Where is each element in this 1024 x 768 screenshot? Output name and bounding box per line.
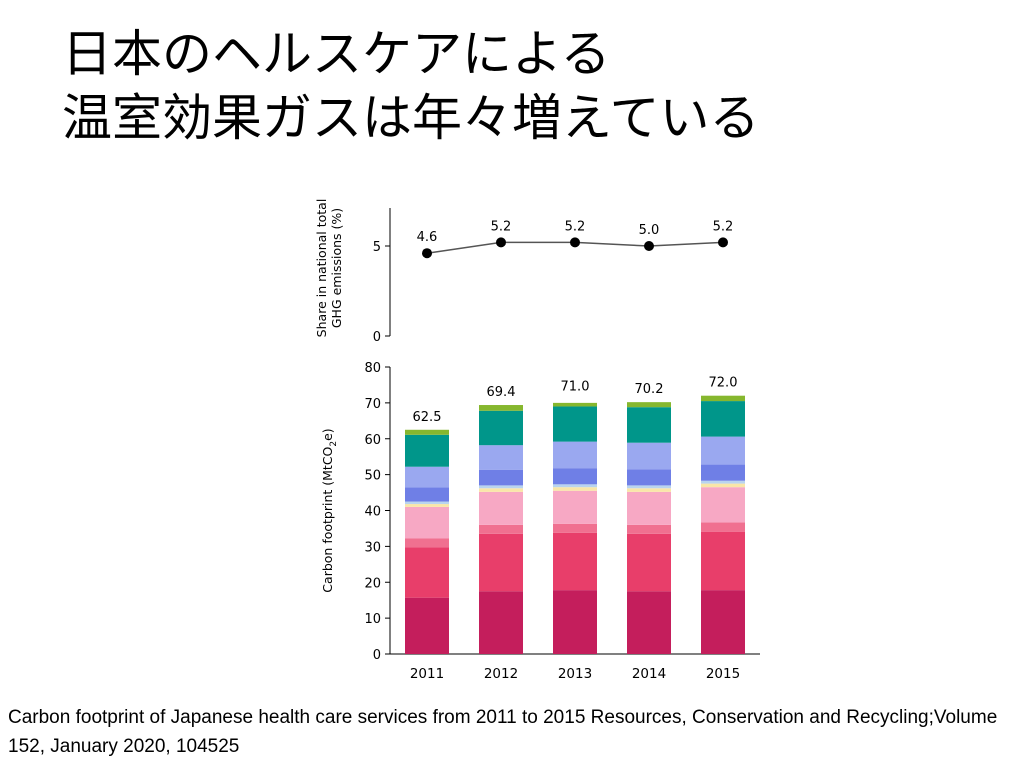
line-point-2012 bbox=[496, 237, 506, 248]
bar-segment-2015-10 bbox=[701, 395, 745, 402]
bar-total-label-2011: 62.5 bbox=[413, 410, 442, 425]
bar-segment-2015-4 bbox=[701, 487, 745, 523]
bar-chart-y-tick-label: 50 bbox=[364, 469, 381, 484]
bar-chart-y-label-part: e) bbox=[320, 428, 335, 441]
bar-total-label-2014: 70.2 bbox=[635, 382, 664, 397]
line-chart-y-tick-label: 0 bbox=[373, 330, 381, 345]
bar-segment-2013-2 bbox=[553, 532, 597, 591]
bar-segment-2012-10 bbox=[479, 405, 523, 411]
bar-segment-2011-6 bbox=[405, 501, 449, 505]
bar-chart-y-tick-label: 70 bbox=[364, 397, 381, 412]
line-chart-y-tick-label: 5 bbox=[373, 240, 381, 255]
bar-chart-y-tick-label: 20 bbox=[364, 576, 381, 591]
bar-segment-2012-1 bbox=[479, 591, 523, 654]
bar-segment-2015-9 bbox=[701, 401, 745, 437]
bar-segment-2011-4 bbox=[405, 506, 449, 539]
bar-segment-2011-8 bbox=[405, 466, 449, 488]
bar-segment-2011-7 bbox=[405, 487, 449, 502]
line-data-label-2015: 5.2 bbox=[713, 219, 734, 234]
line-data-label-2013: 5.2 bbox=[565, 219, 586, 234]
bar-segment-2013-1 bbox=[553, 590, 597, 654]
bar-chart-y-tick-label: 40 bbox=[364, 505, 381, 520]
bar-segment-2011-10 bbox=[405, 429, 449, 435]
bar-segment-2013-10 bbox=[553, 402, 597, 407]
bar-segment-2013-9 bbox=[553, 406, 597, 442]
bar-segment-2012-7 bbox=[479, 469, 523, 486]
bar-segment-2015-1 bbox=[701, 590, 745, 654]
line-point-2015 bbox=[718, 237, 728, 248]
bar-segment-2012-6 bbox=[479, 485, 523, 489]
bar-segment-2012-2 bbox=[479, 533, 523, 592]
bar-segment-2013-4 bbox=[553, 490, 597, 524]
bar-segment-2014-10 bbox=[627, 402, 671, 408]
bar-chart-y-tick-label: 80 bbox=[364, 361, 381, 376]
line-data-label-2014: 5.0 bbox=[639, 223, 660, 238]
bar-segment-2013-3 bbox=[553, 523, 597, 533]
bar-segment-2014-9 bbox=[627, 407, 671, 443]
line-data-label-2011: 4.6 bbox=[417, 230, 438, 245]
bar-segment-2015-6 bbox=[701, 480, 745, 484]
x-tick-label-2012: 2012 bbox=[484, 666, 518, 682]
bar-segment-2014-3 bbox=[627, 524, 671, 534]
x-tick-label-2011: 2011 bbox=[410, 666, 444, 682]
bar-segment-2012-8 bbox=[479, 445, 523, 470]
line-point-2014 bbox=[644, 241, 654, 251]
bar-chart-y-tick-label: 0 bbox=[373, 648, 381, 663]
bar-segment-2014-5 bbox=[627, 488, 671, 492]
x-tick-label-2015: 2015 bbox=[706, 666, 740, 682]
chart-svg: 0 5 4.6 5.2 5.2 5.0 5.2 Share in national total… bbox=[314, 199, 760, 682]
bar-segment-2014-1 bbox=[627, 591, 671, 654]
bar-segment-2013-6 bbox=[553, 484, 597, 488]
line-chart-y-label-line: GHG emissions (%) bbox=[329, 208, 344, 328]
bar-segment-2015-2 bbox=[701, 531, 745, 591]
bar-chart-y-tick-label: 30 bbox=[364, 540, 381, 555]
line-chart-y-label: Share in national totalGHG emissions (%) bbox=[314, 199, 344, 338]
bar-total-label-2015: 72.0 bbox=[709, 376, 738, 391]
bar-segment-2014-4 bbox=[627, 491, 671, 525]
bar-segment-2014-7 bbox=[627, 469, 671, 486]
bar-chart-y-tick-label: 60 bbox=[364, 433, 381, 448]
bar-segment-2015-8 bbox=[701, 436, 745, 465]
bar-segment-2015-3 bbox=[701, 522, 745, 532]
bar-segment-2014-2 bbox=[627, 533, 671, 592]
bar-segment-2011-9 bbox=[405, 434, 449, 467]
slide-caption: Carbon footprint of Japanese health care… bbox=[8, 707, 998, 757]
bar-chart-y-tick-label: 10 bbox=[364, 612, 381, 627]
bar-segment-2012-4 bbox=[479, 491, 523, 525]
bar-chart-y-label-part: Carbon footprint (MtCO bbox=[320, 446, 335, 592]
chart-area: 0 5 4.6 5.2 5.2 5.0 5.2 Share in national total… bbox=[290, 180, 770, 700]
x-tick-label-2014: 2014 bbox=[632, 666, 666, 682]
bar-segment-2015-5 bbox=[701, 483, 745, 488]
bar-segment-2014-8 bbox=[627, 442, 671, 470]
line-point-2013 bbox=[570, 237, 580, 248]
bar-total-label-2012: 69.4 bbox=[487, 385, 516, 400]
bar-segment-2012-3 bbox=[479, 524, 523, 534]
line-data-label-2012: 5.2 bbox=[491, 219, 512, 234]
bar-segment-2011-1 bbox=[405, 597, 449, 654]
x-tick-label-2013: 2013 bbox=[558, 666, 592, 682]
bar-segment-2015-7 bbox=[701, 464, 745, 481]
bar-segment-2013-5 bbox=[553, 487, 597, 491]
bar-chart-y-label-part: 2 bbox=[329, 441, 339, 447]
bar-segment-2013-8 bbox=[553, 441, 597, 469]
bar-segment-2011-2 bbox=[405, 547, 449, 598]
line-point-2011 bbox=[422, 248, 432, 259]
slide-title-line-1: 日本のヘルスケアによる bbox=[62, 25, 611, 83]
bar-segment-2014-6 bbox=[627, 485, 671, 489]
slide-title-line-2: 温室効果ガスは年々増えている bbox=[62, 89, 760, 147]
bar-segment-2013-7 bbox=[553, 468, 597, 485]
line-chart-y-label-line: Share in national total bbox=[314, 199, 329, 338]
bar-segment-2012-9 bbox=[479, 410, 523, 446]
bar-segment-2011-5 bbox=[405, 504, 449, 507]
bar-chart-y-label: Carbon footprint (MtCO2e) bbox=[320, 428, 339, 592]
slide-title: 日本のヘルスケアによる 温室効果ガスは年々増えている bbox=[62, 22, 1002, 150]
bar-total-label-2013: 71.0 bbox=[561, 379, 590, 394]
bar-segment-2011-3 bbox=[405, 538, 449, 548]
bar-segment-2012-5 bbox=[479, 488, 523, 492]
